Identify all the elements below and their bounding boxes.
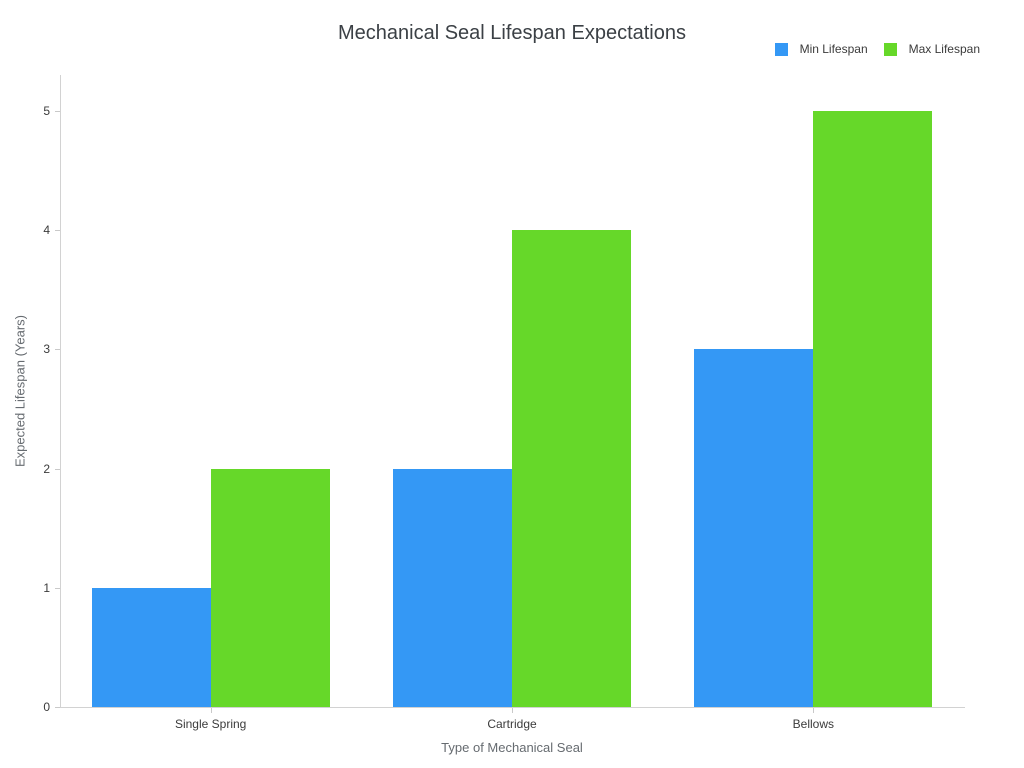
bar-min-lifespan-single-spring xyxy=(91,587,211,707)
bar-max-lifespan-single-spring xyxy=(210,468,330,707)
y-tick-mark xyxy=(55,587,60,589)
y-tick-mark xyxy=(55,349,60,351)
x-tick-mark xyxy=(813,708,815,713)
y-tick-label: 5 xyxy=(43,103,50,118)
x-tick-label: Single Spring xyxy=(174,717,247,731)
y-tick-label: 2 xyxy=(43,461,50,476)
x-axis-line xyxy=(60,707,965,708)
bar-min-lifespan-bellows xyxy=(694,349,814,707)
y-axis-line xyxy=(60,75,61,708)
y-tick-label: 3 xyxy=(43,342,50,357)
bar-max-lifespan-bellows xyxy=(813,110,933,707)
x-tick-label: Bellows xyxy=(792,717,835,731)
bar-max-lifespan-cartridge xyxy=(512,230,631,707)
legend-swatch-min-lifespan xyxy=(774,42,788,56)
y-tick-mark xyxy=(55,707,60,708)
bar-min-lifespan-cartridge xyxy=(393,468,512,707)
legend-item-min-lifespan: Min Lifespan xyxy=(774,42,868,56)
y-tick-label: 1 xyxy=(43,580,50,595)
legend-label: Min Lifespan xyxy=(799,42,868,56)
y-tick-mark xyxy=(55,468,60,470)
x-axis-title: Type of Mechanical Seal xyxy=(441,740,583,755)
x-tick-mark xyxy=(512,708,513,713)
legend-swatch-max-lifespan xyxy=(883,42,897,56)
legend: Min Lifespan Max Lifespan xyxy=(774,42,980,56)
legend-item-max-lifespan: Max Lifespan xyxy=(883,42,980,56)
y-axis-title: Expected Lifespan (Years) xyxy=(12,314,28,468)
x-tick-mark xyxy=(210,708,212,713)
x-tick-label: Cartridge xyxy=(487,717,537,731)
y-tick-mark xyxy=(55,110,60,112)
legend-label: Max Lifespan xyxy=(908,42,980,56)
y-tick-mark xyxy=(55,230,60,232)
chart-title: Mechanical Seal Lifespan Expectations xyxy=(338,22,686,44)
y-tick-label: 4 xyxy=(43,223,50,238)
y-tick-label: 0 xyxy=(43,700,50,714)
